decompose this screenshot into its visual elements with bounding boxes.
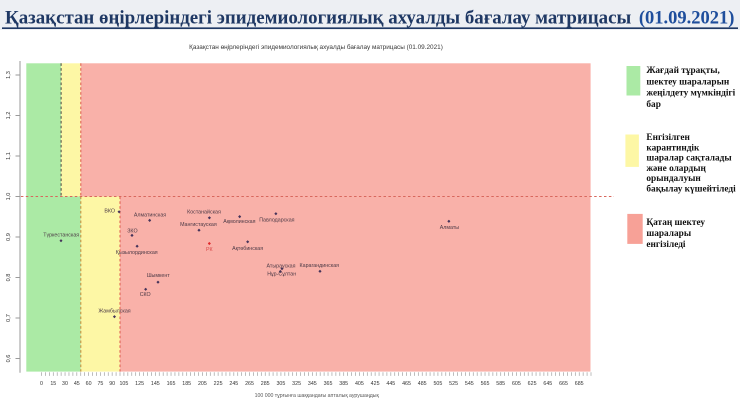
svg-text:285: 285 [261, 381, 270, 387]
svg-text:425: 425 [371, 381, 380, 387]
svg-text:665: 665 [559, 381, 568, 387]
svg-text:0,7: 0,7 [6, 314, 12, 322]
svg-text:карантиндік: карантиндік [646, 142, 700, 153]
svg-text:625: 625 [528, 381, 537, 387]
svg-text:565: 565 [481, 381, 490, 387]
svg-text:685: 685 [575, 381, 584, 387]
svg-text:Шымкент: Шымкент [147, 273, 171, 279]
svg-text:60: 60 [86, 381, 92, 387]
svg-text:585: 585 [496, 381, 505, 387]
svg-text:165: 165 [167, 381, 176, 387]
svg-text:орындалуын: орындалуын [646, 174, 701, 184]
svg-text:бар: бар [646, 99, 660, 110]
svg-text:505: 505 [433, 381, 442, 387]
svg-text:30: 30 [62, 381, 68, 387]
svg-text:100 000 тұрғынға шаққандағы ап: 100 000 тұрғынға шаққандағы апталық ауру… [255, 393, 380, 399]
svg-text:385: 385 [339, 381, 348, 387]
svg-text:Жамбылская: Жамбылская [98, 309, 130, 315]
svg-text:шаралары: шаралары [646, 229, 691, 239]
svg-text:РК: РК [206, 247, 214, 253]
svg-text:90: 90 [109, 381, 115, 387]
svg-text:Түркестанская: Түркестанская [43, 232, 79, 238]
svg-text:465: 465 [402, 381, 411, 387]
svg-text:605: 605 [512, 381, 521, 387]
svg-text:1,3: 1,3 [6, 71, 12, 79]
svg-text:1,2: 1,2 [6, 112, 12, 120]
svg-text:Қызылординская: Қызылординская [116, 250, 158, 256]
svg-text:ЗКО: ЗКО [127, 228, 137, 234]
svg-text:Қазақстан өңірлеріндегі эпидем: Қазақстан өңірлеріндегі эпидемиологиялық… [189, 43, 443, 51]
svg-text:СКО: СКО [140, 292, 151, 298]
svg-text:225: 225 [214, 381, 223, 387]
svg-text:Павлодарская: Павлодарская [259, 218, 294, 224]
svg-text:0: 0 [40, 381, 43, 387]
svg-text:1,0: 1,0 [6, 193, 12, 201]
svg-text:245: 245 [229, 381, 238, 387]
svg-text:бақылау күшейтіледі: бақылау күшейтіледі [646, 184, 736, 195]
svg-text:15: 15 [50, 381, 56, 387]
svg-text:525: 525 [449, 381, 458, 387]
svg-text:485: 485 [418, 381, 427, 387]
svg-text:Ақмолинская: Ақмолинская [223, 219, 255, 225]
svg-text:365: 365 [324, 381, 333, 387]
svg-text:жеңілдету мүмкіндігі: жеңілдету мүмкіндігі [646, 88, 735, 99]
svg-text:Ақтөбинская: Ақтөбинская [232, 246, 263, 252]
svg-text:1,1: 1,1 [6, 152, 12, 160]
svg-text:Енгізілген: Енгізілген [646, 132, 690, 143]
svg-text:445: 445 [386, 381, 395, 387]
svg-text:және олардың: және олардың [646, 164, 706, 174]
svg-text:405: 405 [355, 381, 364, 387]
svg-text:645: 645 [543, 381, 552, 387]
svg-text:0,9: 0,9 [6, 233, 12, 241]
svg-text:Жағдай тұрақты,: Жағдай тұрақты, [646, 65, 719, 76]
svg-text:0,6: 0,6 [6, 355, 12, 363]
svg-text:енгізіледі: енгізіледі [646, 239, 686, 250]
svg-text:125: 125 [135, 381, 144, 387]
svg-text:185: 185 [182, 381, 191, 387]
svg-text:265: 265 [245, 381, 254, 387]
svg-text:305: 305 [276, 381, 285, 387]
svg-text:Алматинская: Алматинская [134, 212, 166, 218]
svg-text:Алматы: Алматы [440, 225, 460, 231]
svg-text:545: 545 [465, 381, 474, 387]
svg-text:105: 105 [119, 381, 128, 387]
svg-text:Атырауская: Атырауская [267, 263, 296, 269]
svg-text:Қатаң шектеу: Қатаң шектеу [646, 218, 705, 228]
svg-text:205: 205 [198, 381, 207, 387]
svg-text:шектеу шараларын: шектеу шараларын [646, 77, 729, 87]
svg-text:Костанайская: Костанайская [187, 208, 221, 215]
svg-text:0,8: 0,8 [6, 274, 12, 282]
svg-text:Мангистауская: Мангистауская [180, 222, 217, 228]
svg-text:45: 45 [74, 381, 80, 387]
svg-text:Карагандинская: Карагандинская [300, 263, 340, 269]
svg-text:Қазақстан өңірлеріндегі эпидем: Қазақстан өңірлеріндегі эпидемиологиялық… [5, 8, 734, 29]
svg-text:ВКО: ВКО [104, 209, 115, 215]
svg-text:325: 325 [292, 381, 301, 387]
svg-text:345: 345 [308, 381, 317, 387]
svg-text:75: 75 [97, 381, 103, 387]
svg-text:Нұр-Сұлтан: Нұр-Сұлтан [267, 272, 296, 278]
svg-text:145: 145 [151, 381, 160, 387]
svg-text:шаралар сақталады: шаралар сақталады [646, 154, 732, 164]
